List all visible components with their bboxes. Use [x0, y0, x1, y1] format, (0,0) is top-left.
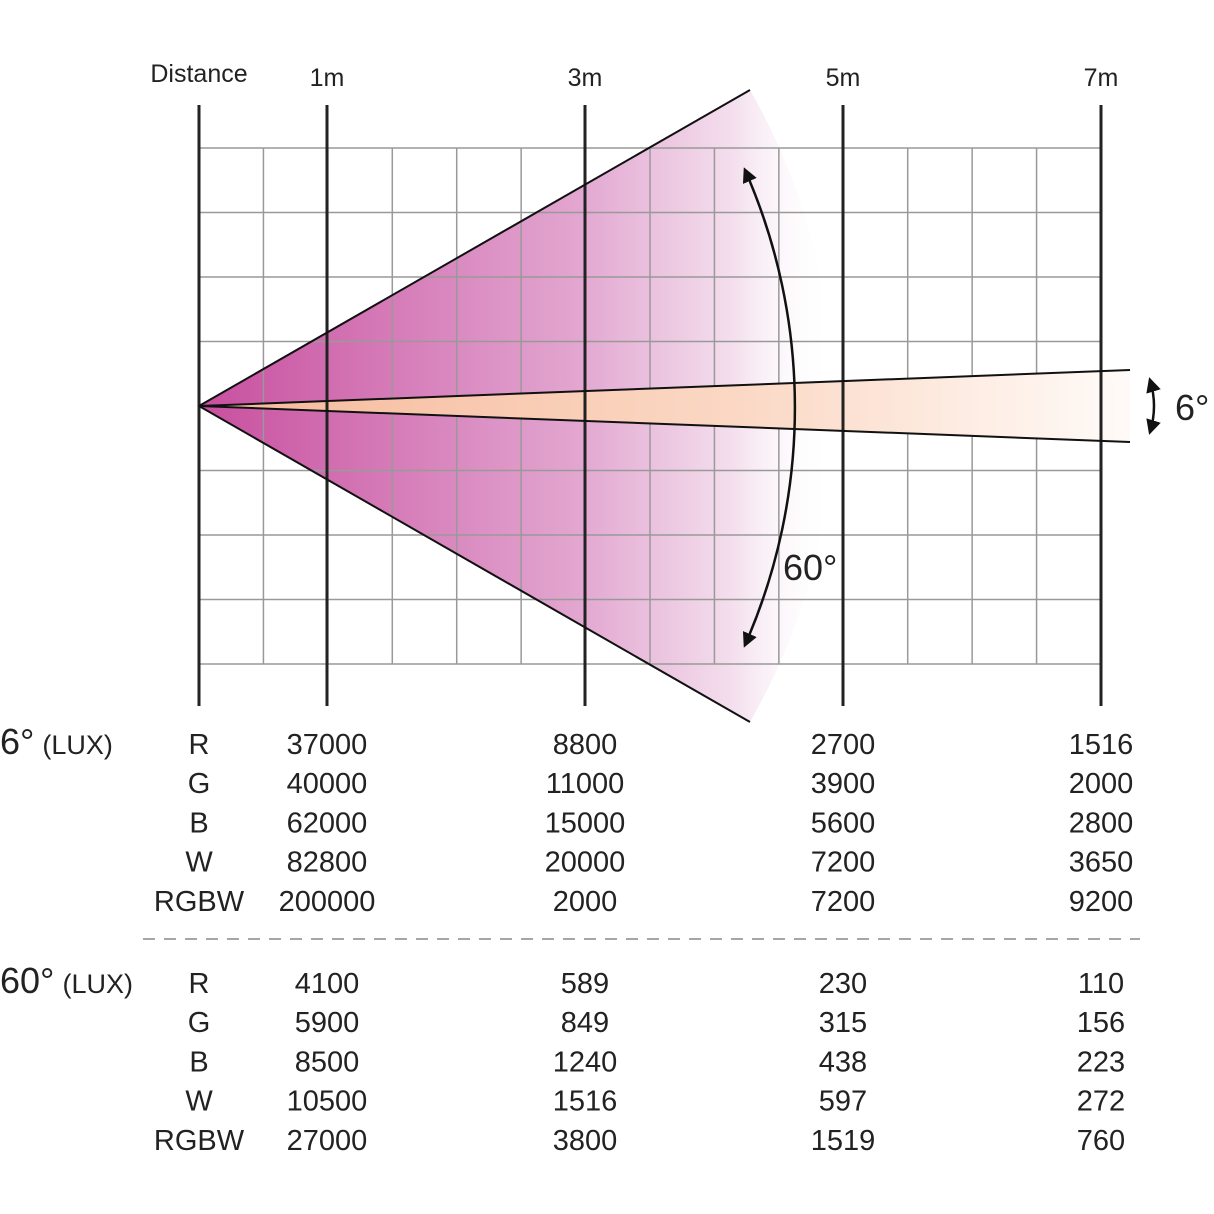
- lux-value: 1516: [553, 1086, 618, 1118]
- row-label: W: [185, 1086, 213, 1118]
- lux-value: 2000: [1069, 768, 1134, 800]
- lux-value: 37000: [287, 729, 368, 761]
- lux-value: 3650: [1069, 847, 1134, 879]
- row-label: W: [185, 847, 213, 879]
- table-row: G 40000 11000 3900 2000: [188, 768, 1134, 800]
- wide-beam-edge-bottom: [198, 405, 751, 723]
- row-label: B: [189, 1046, 208, 1078]
- distance-label-1m: 1m: [310, 64, 345, 92]
- lux-value: 156: [1077, 1007, 1125, 1039]
- lux-value: 200000: [279, 886, 376, 918]
- lux-value: 760: [1077, 1125, 1125, 1157]
- lux-value: 40000: [287, 768, 368, 800]
- lux-value: 438: [819, 1046, 867, 1078]
- row-label: RGBW: [154, 886, 245, 918]
- lux-value: 7200: [811, 886, 876, 918]
- table-row: RGBW 27000 3800 1519 760: [154, 1125, 1125, 1157]
- lux-value: 5900: [295, 1007, 360, 1039]
- distance-labels: 1m 3m 5m 7m: [310, 64, 1119, 92]
- table-angle-heading: 6° (LUX): [0, 721, 113, 762]
- lux-value: 15000: [545, 807, 626, 839]
- lux-value: 3900: [811, 768, 876, 800]
- lux-value: 589: [561, 968, 609, 1000]
- table-angle: 60°: [0, 960, 54, 1001]
- row-label: R: [189, 729, 210, 761]
- lux-value: 10500: [287, 1086, 368, 1118]
- lux-value: 11000: [546, 768, 625, 800]
- lux-value: 20000: [545, 847, 626, 879]
- table-row: B 8500 1240 438 223: [189, 1046, 1125, 1078]
- lux-value: 8800: [553, 729, 618, 761]
- lux-value: 4100: [295, 968, 360, 1000]
- lux-value: 849: [561, 1007, 609, 1039]
- table-unit: (LUX): [62, 969, 133, 999]
- lux-value: 110: [1078, 968, 1124, 1000]
- lux-value: 2000: [553, 886, 618, 918]
- lux-value: 597: [819, 1086, 867, 1118]
- lux-value: 230: [819, 968, 867, 1000]
- lux-value: 1240: [553, 1046, 618, 1078]
- narrow-angle-arrow-icon: [1146, 377, 1161, 435]
- row-label: RGBW: [154, 1125, 245, 1157]
- lux-value: 9200: [1069, 886, 1134, 918]
- wide-beam-edge-top: [198, 89, 751, 407]
- wide-angle-label: 60°: [783, 547, 837, 588]
- lux-table-1: 60° (LUX) R 4100 589 230 110 G 5900 849 315 156 B 850…: [0, 960, 1125, 1157]
- table-angle: 6°: [0, 721, 34, 762]
- lux-value: 1516: [1069, 729, 1134, 761]
- wide-angle-arrow-icon: [742, 167, 797, 648]
- lux-value: 2700: [811, 729, 876, 761]
- lux-value: 7200: [811, 847, 876, 879]
- table-row: W 10500 1516 597 272: [185, 1086, 1125, 1118]
- narrow-angle-label: 6°: [1175, 387, 1209, 428]
- lux-value: 315: [819, 1007, 867, 1039]
- lux-table-0: 6° (LUX) R 37000 8800 2700 1516 G 40000 11000 3900…: [0, 721, 1133, 918]
- lux-value: 272: [1077, 1086, 1125, 1118]
- lux-value: 3800: [553, 1125, 618, 1157]
- lux-value: 27000: [287, 1125, 368, 1157]
- table-row: R 37000 8800 2700 1516: [189, 729, 1134, 761]
- lux-value: 5600: [811, 807, 876, 839]
- table-row: W 82800 20000 7200 3650: [185, 847, 1133, 879]
- table-row: G 5900 849 315 156: [188, 1007, 1125, 1039]
- table-row: B 62000 15000 5600 2800: [189, 807, 1133, 839]
- table-row: R 4100 589 230 110: [189, 968, 1125, 1000]
- distance-label-3m: 3m: [568, 64, 603, 92]
- table-angle-heading: 60° (LUX): [0, 960, 133, 1001]
- narrow-beam-edge-bottom: [198, 405, 1131, 443]
- lux-value: 223: [1077, 1046, 1125, 1078]
- lux-tables: 6° (LUX) R 37000 8800 2700 1516 G 40000 11000 3900…: [0, 721, 1133, 1157]
- lux-value: 1519: [811, 1125, 876, 1157]
- narrow-beam-cone: [199, 370, 1130, 442]
- distance-label-7m: 7m: [1084, 64, 1119, 92]
- distance-label-5m: 5m: [826, 64, 861, 92]
- lux-value: 62000: [287, 807, 368, 839]
- row-label: G: [188, 1007, 211, 1039]
- lux-value: 8500: [295, 1046, 360, 1078]
- distance-label: Distance: [150, 60, 247, 88]
- row-label: B: [189, 807, 208, 839]
- narrow-beam-edge-top: [198, 369, 1131, 407]
- row-label: R: [189, 968, 210, 1000]
- lux-value: 2800: [1069, 807, 1134, 839]
- lux-value: 82800: [287, 847, 368, 879]
- table-unit: (LUX): [42, 730, 113, 760]
- table-row: RGBW 200000 2000 7200 9200: [154, 886, 1133, 918]
- row-label: G: [188, 768, 211, 800]
